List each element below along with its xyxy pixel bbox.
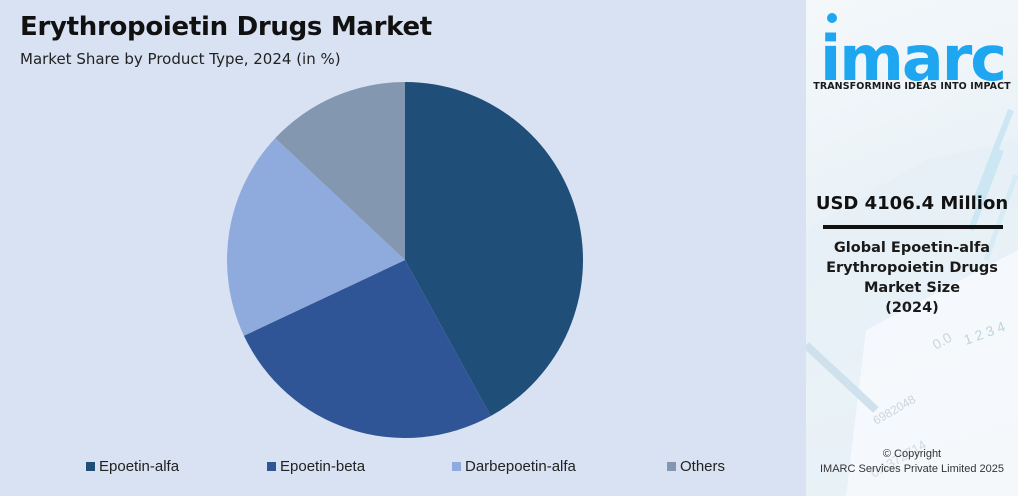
logo-tagline: TRANSFORMING IDEAS INTO IMPACT	[813, 81, 1011, 92]
divider	[823, 225, 1003, 229]
slice-epoetin-beta	[243, 260, 491, 438]
legend-label: Others	[680, 458, 726, 475]
market-size-description: Global Epoetin-alfa Erythropoietin Drugs…	[826, 240, 998, 316]
imarc-logo: imarc	[820, 13, 1007, 88]
legend-swatch	[267, 462, 276, 471]
legend-swatch	[86, 462, 95, 471]
legend-label: Darbepoetin-alfa	[465, 458, 576, 475]
legend-swatch	[667, 462, 676, 471]
slice-darbepoetin-alfa	[227, 138, 405, 336]
copyright: © Copyright IMARC Services Private Limit…	[819, 448, 1004, 475]
pie-chart	[227, 82, 583, 438]
chart-title: Erythropoietin Drugs Market	[20, 12, 432, 42]
chart-legend: Epoetin-alfa Epoetin-beta Darbepoetin-al…	[0, 458, 806, 478]
chart-subtitle: Market Share by Product Type, 2024 (in %…	[20, 50, 341, 68]
legend-label: Epoetin-beta	[280, 458, 366, 475]
slice-others	[275, 82, 405, 260]
background-decoration: 0.0 1 2 3 4 6982048 0.1372714	[806, 108, 1018, 496]
chart-panel: Erythropoietin Drugs Market Market Share…	[0, 0, 806, 496]
info-sidebar: 0.0 1 2 3 4 6982048 0.1372714 imarc TRAN…	[806, 0, 1018, 496]
legend-item-others: Others	[667, 458, 725, 475]
legend-item-epoetin-alfa: Epoetin-alfa	[86, 458, 179, 475]
slice-epoetin-alfa	[405, 82, 583, 416]
legend-item-darbepoetin-alfa: Darbepoetin-alfa	[452, 458, 576, 475]
market-size-value: USD 4106.4 Million	[815, 193, 1009, 214]
legend-swatch	[452, 462, 461, 471]
svg-text:imarc: imarc	[820, 22, 1005, 88]
legend-item-epoetin-beta: Epoetin-beta	[267, 458, 365, 475]
legend-label: Epoetin-alfa	[99, 458, 180, 475]
